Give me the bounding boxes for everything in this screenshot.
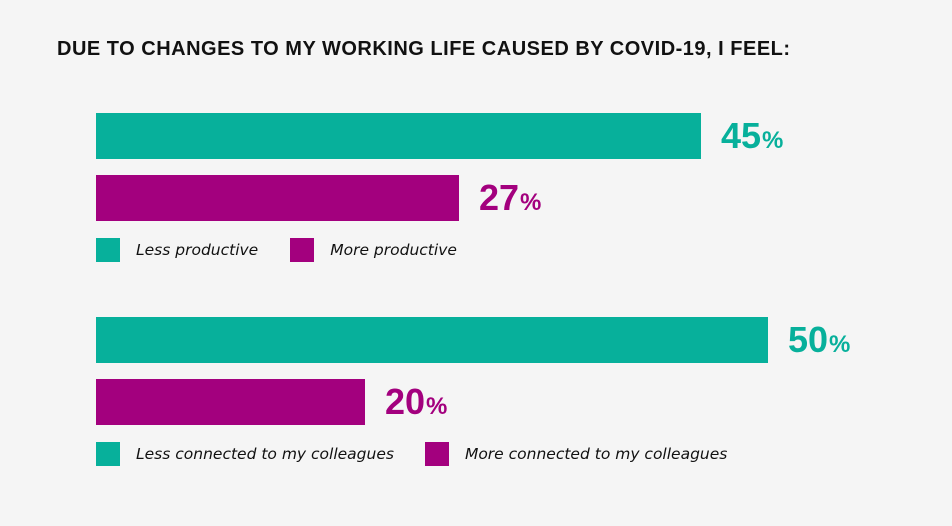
legend-item-more-productive: More productive [290,238,457,262]
bar-more-connected [96,379,365,425]
percent-symbol: % [762,127,784,154]
legend: Less connected to my colleagues More con… [96,442,916,466]
legend-item-less-connected: Less connected to my colleagues [96,442,394,466]
value-number: 50 [788,319,829,360]
value-label-more-productive: 27% [479,180,541,216]
legend-label: More connected to my colleagues [464,445,728,463]
legend-swatch-less [96,238,120,262]
percent-symbol: % [520,189,542,216]
legend: Less productive More productive [96,238,916,262]
legend-label: More productive [330,241,457,259]
value-number: 45 [721,115,762,156]
legend-item-less-productive: Less productive [96,238,258,262]
value-number: 20 [385,381,426,422]
legend-swatch-less [96,442,120,466]
value-label-more-connected: 20% [385,384,447,420]
percent-symbol: % [829,331,851,358]
legend-swatch-more [424,442,449,466]
legend-item-more-connected: More connected to my colleagues [424,442,728,466]
bar-row: 27% [96,175,916,221]
value-label-less-productive: 45% [721,118,783,154]
value-label-less-connected: 50% [788,322,850,358]
chart-title: DUE TO CHANGES TO MY WORKING LIFE CAUSED… [57,38,791,60]
bar-row: 50% [96,317,916,363]
bar-more-productive [96,175,459,221]
bar-row: 20% [96,379,916,425]
bar-less-connected [96,317,768,363]
legend-label: Less productive [136,241,259,259]
percent-symbol: % [426,393,448,420]
legend-swatch-more [290,238,315,262]
chart-group-connection: 50% 20% Less connected to my colleagues … [96,317,916,466]
value-number: 27 [479,177,520,218]
bar-less-productive [96,113,701,159]
legend-label: Less connected to my colleagues [136,445,394,463]
chart-group-productivity: 45% 27% Less productive More productive [96,113,916,262]
bar-row: 45% [96,113,916,159]
